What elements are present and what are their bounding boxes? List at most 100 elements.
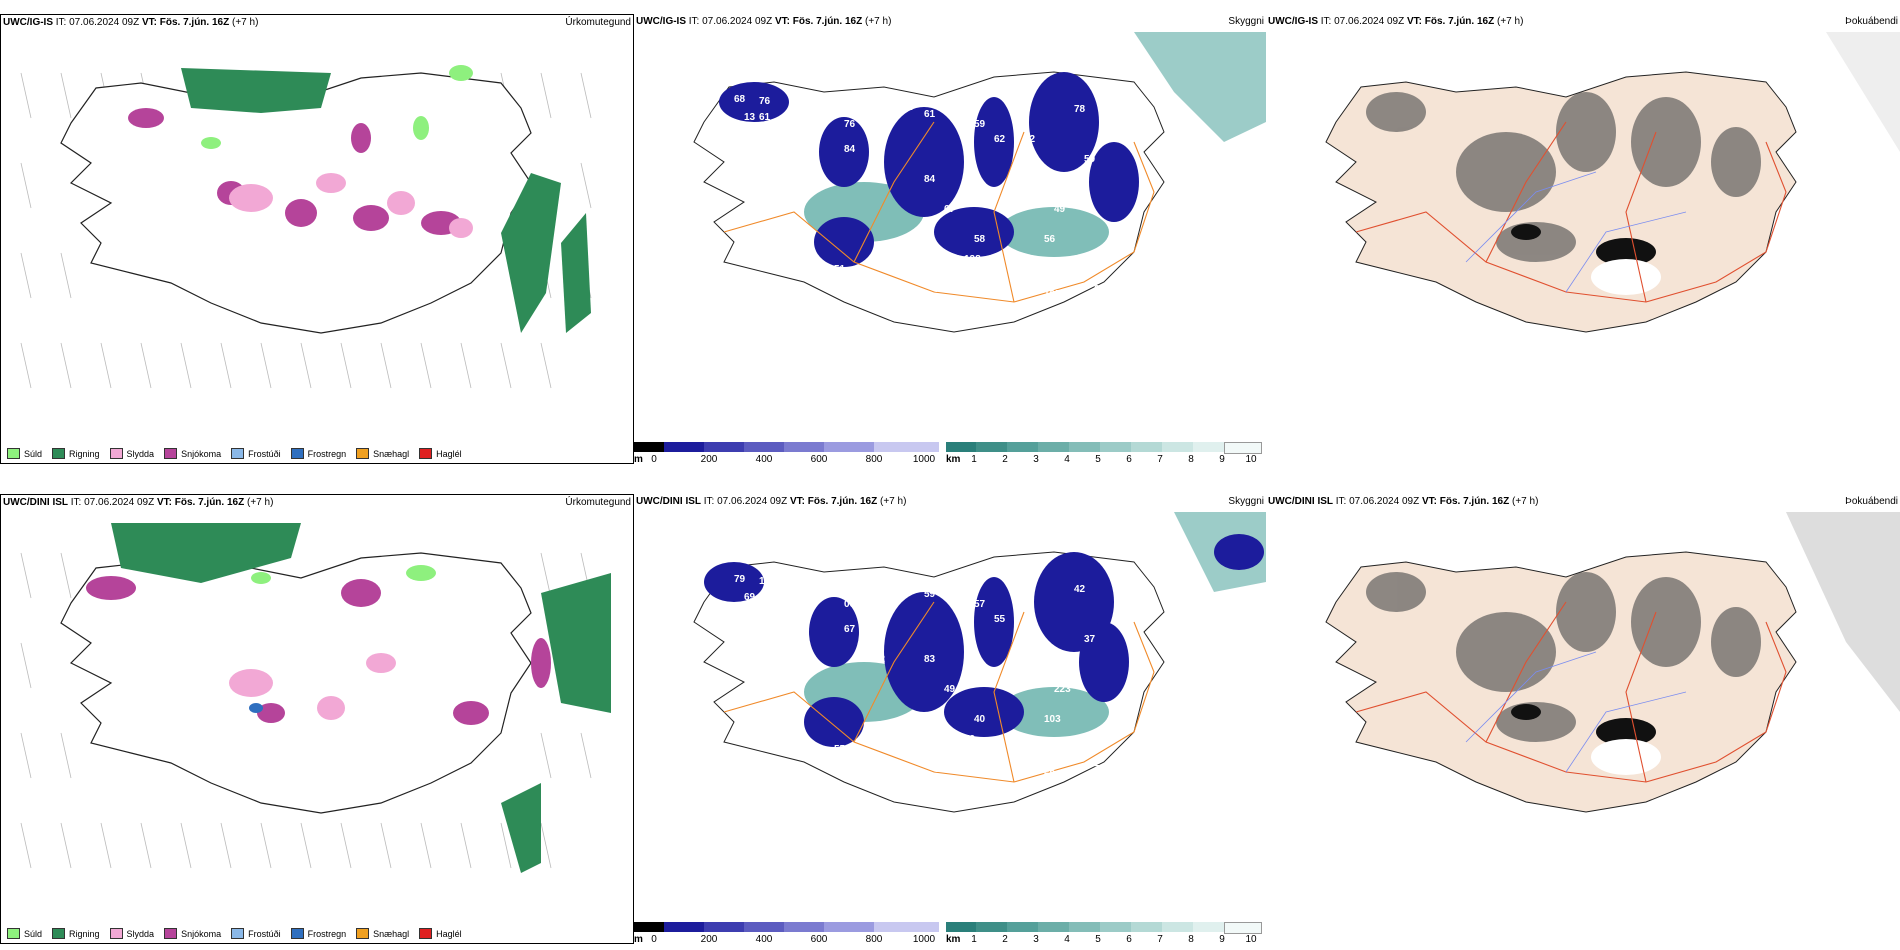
cbar-unit: km [946,454,961,465]
cloud-base-value: 56 [1044,234,1056,245]
cbar-seg [1007,442,1039,452]
cloud-base-value: 72 [874,654,886,665]
cbar-seg [784,442,825,452]
panel-header: UWC/DINI ISL IT: 07.06.2024 09Z VT: Fös.… [3,497,274,508]
cloud-base-value: 78 [1094,764,1106,775]
cloud-base-value: 77 [964,654,976,665]
cloud-base-value: 67 [844,624,856,635]
cbar-seg [1100,922,1132,932]
cbar-tick: 8 [1188,454,1194,465]
cloud-base-value: 43 [864,754,876,765]
cloud-base-value: 59 [964,174,976,185]
legend-item: Haglél [419,928,462,939]
cloud-base-value: 59 [1084,154,1096,165]
cloud-base-value: 54 [874,109,886,120]
cloud-base-value: 42 [1074,584,1086,595]
cloud-base-value: 57 [974,599,986,610]
cbar-seg [1193,442,1225,452]
cloud-base-value: 67 [794,774,806,785]
panel-title: Úrkomutegund [565,497,631,508]
cbar-tick: 5 [1095,934,1101,945]
panel-title: Skyggni [1228,496,1264,507]
legend-item: Snæhagl [356,448,409,459]
cloud-panel-row1: UWC/IG-IS IT: 07.06.2024 09Z VT: Fös. 7.… [634,14,1324,465]
cloud-base-value: 46 [874,139,886,150]
legend-swatch [52,928,66,939]
cbar-seg [874,922,940,932]
cloud-base-value: 40 [974,714,986,725]
cbar-seg [784,922,825,932]
cbar-seg [1100,442,1132,452]
cbar-tick: 10 [1245,934,1257,945]
roads [723,121,1155,303]
cbar-tick: 200 [700,934,718,945]
legend-item: Rigning [52,448,100,459]
cloud-base-value: 47 [1034,199,1046,210]
cloud-base-value: 76 [844,119,856,130]
legend-swatch [231,448,245,459]
cbar-unit: km [946,934,961,945]
legend-item: Rigning [52,928,100,939]
cbar-tick: 2 [1002,934,1008,945]
cbar-tick: 4 [1064,934,1070,945]
cbar-seg [946,922,977,932]
cloud-map [693,512,1266,813]
roads [1355,601,1787,783]
cloud-base-value: 69 [744,592,756,603]
cbar-tick: 4 [1064,454,1070,465]
cloud-base-value: 51 [834,264,846,275]
cloud-base-value: 49 [1034,679,1046,690]
rivers [1465,651,1687,773]
cloud-base-value: 40 [904,582,916,593]
panel-header: UWC/DINI ISL IT: 07.06.2024 09Z VT: Fös.… [1268,496,1539,507]
cbar-unit: m [634,454,643,465]
cloud-base-value: 72 [1014,589,1026,600]
cloud-base-value: 52 [864,274,876,285]
cbar-tick: 400 [755,454,773,465]
cloud-base-value: 66 [1094,284,1106,295]
legend-swatch [231,928,245,939]
cloud-base-value: 68 [1044,769,1056,780]
cbar-seg [824,922,875,932]
cbar-tick: 400 [755,934,773,945]
cbar-tick: 6 [1126,934,1132,945]
cbar-tick: 0 [651,454,657,465]
legend-item: Snjókoma [164,928,221,939]
cbar-tick: 600 [810,934,828,945]
legend-item: Súld [7,448,42,459]
legend-item: Snæhagl [356,928,409,939]
cloud-base-value: 52 [934,764,946,775]
legend-item: Frostúði [231,928,281,939]
cloud-base-value: 52 [1024,614,1036,625]
legend-swatch [164,928,178,939]
cloud-base-value: 78 [1074,104,1086,115]
cbar-tick: 3 [1033,454,1039,465]
cbar-unit: m [634,934,643,945]
legend-swatch [109,928,123,939]
cbar-seg [704,922,745,932]
legend-swatch [109,448,123,459]
cloud-base-value: 122 [759,576,776,587]
legend-swatch [419,928,433,939]
cbar-seg [634,442,665,452]
fog-panel-row2: UWC/DINI ISL IT: 07.06.2024 09Z VT: Fös.… [1266,494,1900,944]
cbar-tick: 9 [1219,454,1225,465]
cbar-tick: 600 [810,454,828,465]
cloud-base-value: 105 [1044,289,1061,300]
cloud-base-value: 8 [1174,654,1180,665]
rivers [1465,171,1687,293]
cloud-base-value: 223 [1054,684,1071,695]
cbar-seg [946,442,977,452]
cbar-seg [744,442,785,452]
panel-header: UWC/IG-IS IT: 07.06.2024 09Z VT: Fös. 7.… [636,16,892,27]
legend-item: Frostúði [231,448,281,459]
cloud-base-value: 103 [1044,714,1061,725]
cloud-base-value: 66 [724,614,736,625]
precip-panel-row2: UWC/DINI ISL IT: 07.06.2024 09Z VT: Fös.… [0,494,634,944]
cbar-seg [1069,922,1101,932]
cloud-base-value: 37 [1084,634,1096,645]
cloud-base-value: 49 [1054,204,1066,215]
fog-map [1325,512,1900,813]
